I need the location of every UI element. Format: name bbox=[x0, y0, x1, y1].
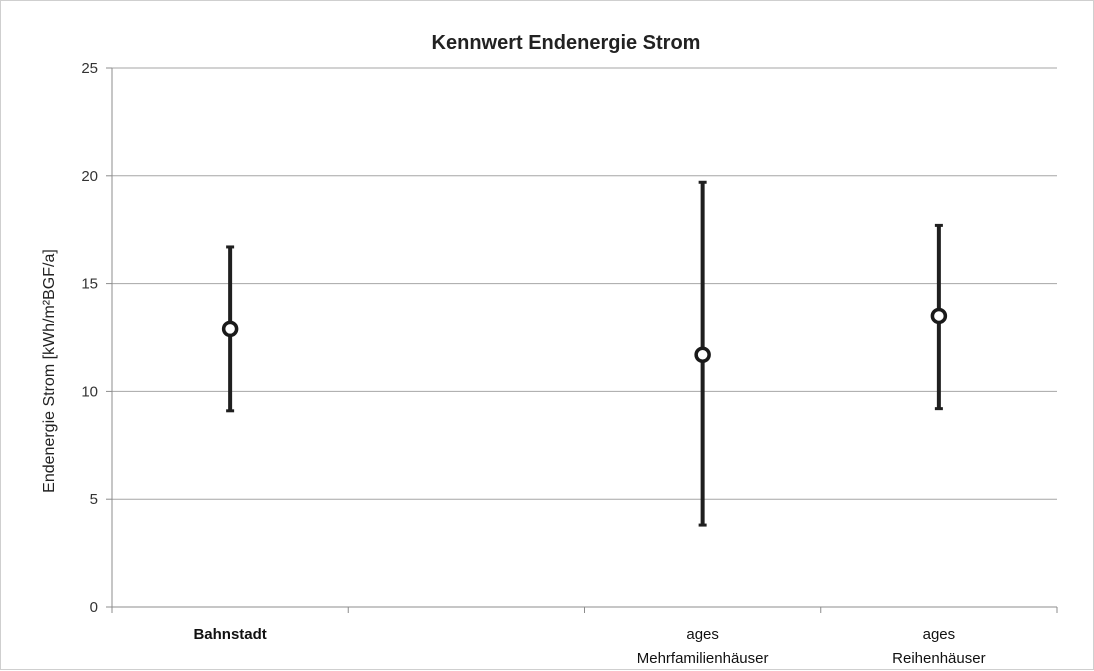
data-point-2 bbox=[930, 307, 948, 325]
chart-title: Kennwert Endenergie Strom bbox=[432, 32, 701, 54]
y-tick-label-10: 10 bbox=[81, 383, 98, 400]
data-point-0 bbox=[221, 320, 239, 338]
x-category-labels: Bahnstadt ages Mehrfamilienhäuser ages Reihe… bbox=[193, 626, 985, 667]
error-bars bbox=[226, 180, 943, 527]
y-tick-label-15: 15 bbox=[81, 276, 98, 293]
data-point-1 bbox=[694, 346, 711, 363]
y-tick-label-25: 25 bbox=[81, 60, 98, 77]
y-tick-labels: 0 5 10 15 20 25 bbox=[81, 60, 98, 616]
x-category-label-2-line-1: Mehrfamilienhäuser bbox=[637, 650, 769, 667]
y-tick-label-5: 5 bbox=[90, 491, 98, 508]
axis-layer bbox=[106, 67, 1058, 613]
x-category-label-3-line-0: ages bbox=[923, 626, 956, 643]
data-points bbox=[221, 307, 948, 363]
grid-layer bbox=[112, 67, 1057, 500]
y-tick-label-0: 0 bbox=[90, 599, 98, 616]
x-category-label-3-line-1: Reihenhäuser bbox=[892, 650, 985, 667]
y-tick-label-20: 20 bbox=[81, 168, 98, 185]
x-category-label-0-line-0: Bahnstadt bbox=[193, 626, 266, 643]
x-category-label-2-line-0: ages bbox=[686, 626, 719, 643]
y-axis-label: Endenergie Strom [kWh/m²BGF/a] bbox=[41, 249, 58, 493]
